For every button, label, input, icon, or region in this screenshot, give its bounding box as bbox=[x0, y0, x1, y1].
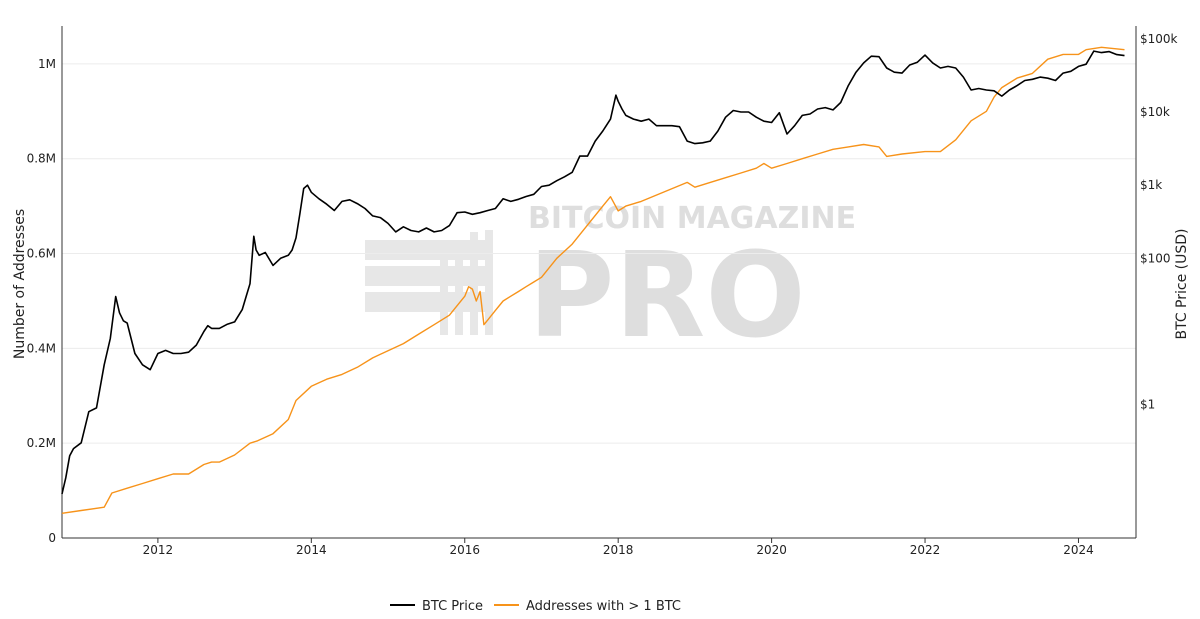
x-tick-label: 2020 bbox=[756, 543, 787, 557]
watermark: BITCOIN MAGAZINE PRO bbox=[365, 201, 856, 364]
y2-tick-label: $100k bbox=[1140, 32, 1178, 46]
series-line-addresses bbox=[61, 46, 1125, 514]
y-tick-label: 0 bbox=[48, 531, 56, 545]
y-tick-label: 0.2M bbox=[27, 436, 56, 450]
legend-item-addresses[interactable]: Addresses with > 1 BTC bbox=[494, 599, 681, 614]
y2-tick-label: $1k bbox=[1140, 178, 1162, 192]
x-tick-label: 2022 bbox=[910, 543, 941, 557]
x-tick-label: 2012 bbox=[143, 543, 174, 557]
legend-label-btc-price: BTC Price bbox=[422, 599, 483, 614]
y-tick-label: 0.4M bbox=[27, 341, 56, 355]
watermark-text-pro: PRO bbox=[528, 226, 806, 364]
gridlines bbox=[62, 63, 1136, 444]
tick-labels: 0 0.2M 0.4M 0.6M 0.8M 1M $1 $100 $1k $10k $100k 201… bbox=[27, 32, 1178, 557]
y2-tick-label: $10k bbox=[1140, 105, 1170, 119]
x-tick-label: 2018 bbox=[603, 543, 634, 557]
x-tick-label: 2014 bbox=[296, 543, 327, 557]
y-axis-title: Number of Addresses bbox=[12, 209, 28, 359]
x-tick-label: 2016 bbox=[449, 543, 480, 557]
y-tick-label: 0.8M bbox=[27, 152, 56, 166]
legend: BTC Price Addresses with > 1 BTC bbox=[390, 599, 681, 614]
series-line-btc-price bbox=[61, 50, 1125, 495]
axes bbox=[61, 26, 1137, 543]
legend-item-btc-price[interactable]: BTC Price bbox=[390, 599, 483, 614]
y-tick-label: 0.6M bbox=[27, 247, 56, 261]
y2-tick-label: $1 bbox=[1140, 398, 1155, 412]
y2-axis-title: BTC Price (USD) bbox=[1174, 228, 1190, 339]
watermark-logo bbox=[365, 230, 493, 335]
series-layer bbox=[61, 46, 1125, 514]
y2-tick-label: $100 bbox=[1140, 251, 1171, 265]
x-tick-label: 2024 bbox=[1063, 543, 1094, 557]
y-tick-label: 1M bbox=[38, 57, 56, 71]
legend-label-addresses: Addresses with > 1 BTC bbox=[526, 599, 681, 614]
